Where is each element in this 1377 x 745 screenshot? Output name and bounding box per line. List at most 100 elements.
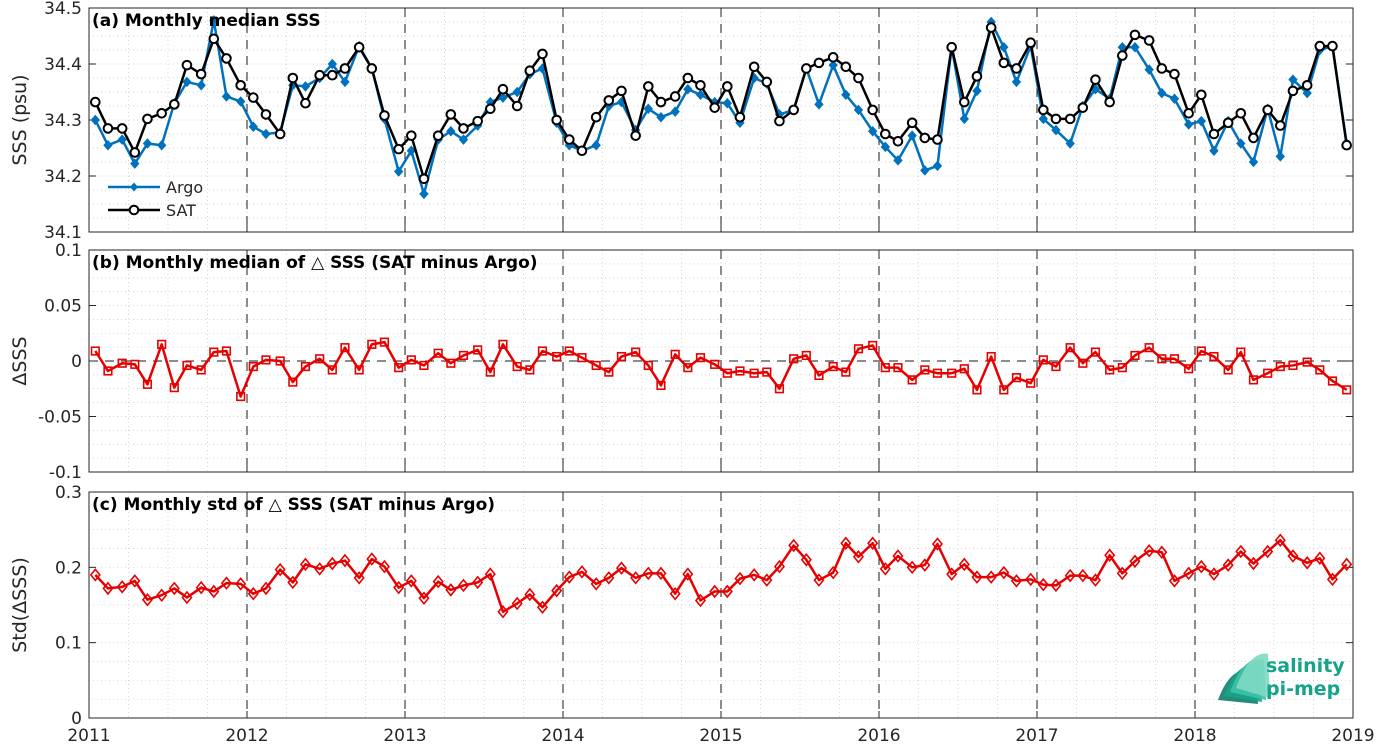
data-point (339, 553, 351, 568)
data-point (998, 57, 1010, 69)
data-point (604, 367, 614, 377)
data-point (985, 22, 997, 33)
data-point (157, 339, 167, 349)
data-point (762, 367, 772, 377)
data-point (261, 128, 271, 140)
data-point (655, 566, 667, 581)
data-point (1183, 566, 1195, 581)
data-point (299, 557, 311, 572)
x-tick-label: 2015 (699, 726, 742, 745)
data-point (947, 368, 957, 378)
data-point (959, 113, 969, 125)
y-tick-label: 0.1 (55, 241, 82, 261)
data-point (394, 166, 404, 177)
data-point (748, 61, 760, 73)
data-point (722, 97, 732, 109)
data-point (1235, 544, 1247, 559)
data-point (1223, 365, 1233, 375)
data-point (1248, 132, 1259, 144)
data-point (103, 366, 113, 376)
data-point (497, 605, 509, 619)
data-point (1169, 93, 1180, 104)
data-point (972, 85, 982, 97)
data-point (102, 123, 114, 134)
data-point (564, 134, 575, 145)
data-point (722, 368, 732, 378)
data-point (669, 586, 681, 601)
data-point (524, 587, 536, 602)
data-point (551, 583, 563, 598)
data-point (1011, 373, 1022, 383)
data-point (670, 349, 680, 359)
data-point (1184, 119, 1194, 130)
data-point (181, 590, 193, 605)
data-point (116, 580, 128, 594)
data-point (828, 361, 838, 372)
data-point (1183, 107, 1194, 119)
data-point (868, 340, 878, 351)
data-point (458, 350, 469, 361)
data-point (472, 575, 484, 590)
data-point (537, 346, 548, 356)
data-point (867, 536, 879, 550)
data-point (959, 96, 970, 108)
data-point (643, 81, 654, 92)
data-point (1326, 572, 1338, 587)
data-point (182, 76, 192, 88)
data-point (814, 99, 824, 110)
data-point (458, 134, 469, 145)
data-point (130, 158, 140, 169)
data-point (220, 576, 232, 590)
axes-box (88, 7, 1354, 233)
y-tick-label: 0.2 (55, 558, 82, 578)
data-point (169, 99, 180, 110)
data-point (709, 584, 721, 599)
data-point (156, 107, 167, 119)
data-point (1078, 358, 1088, 368)
data-point (354, 365, 364, 375)
data-point (419, 188, 429, 200)
data-point (117, 358, 127, 368)
panel-title: (a) Monthly median SSS (92, 11, 321, 31)
data-point (288, 377, 298, 387)
data-point (920, 165, 930, 176)
data-point (1104, 96, 1115, 108)
data-point (552, 351, 562, 362)
data-point (1341, 139, 1352, 151)
data-point (695, 353, 706, 363)
data-point (130, 359, 140, 369)
data-point (1156, 63, 1168, 74)
data-point (932, 368, 943, 378)
data-point (1064, 568, 1076, 583)
data-point (1169, 354, 1180, 364)
legend-label: Argo (166, 178, 203, 197)
panel-title: (b) Monthly median of △ SSS (SAT minus A… (92, 253, 538, 273)
data-point (1196, 346, 1206, 356)
data-point (1327, 40, 1338, 52)
data-point (1302, 87, 1312, 99)
data-point (327, 365, 337, 375)
data-point (695, 89, 706, 101)
data-point (485, 367, 495, 377)
x-tick-label: 2017 (1015, 726, 1058, 745)
data-point (998, 565, 1010, 580)
data-point (1274, 533, 1286, 547)
data-point (827, 565, 839, 580)
data-point (971, 71, 983, 82)
data-point (378, 559, 390, 574)
data-point (1235, 107, 1247, 119)
data-point (840, 536, 852, 550)
data-point (1262, 104, 1273, 116)
data-point (1168, 574, 1180, 588)
logo-wave-icon (1236, 653, 1270, 698)
data-point (129, 147, 141, 158)
data-point (511, 596, 523, 611)
data-point (90, 96, 101, 108)
data-point (958, 557, 970, 572)
y-axis-label: ΔSSS (9, 336, 31, 385)
data-point (261, 355, 271, 365)
data-point (221, 346, 232, 356)
data-point (236, 96, 246, 107)
data-point (1117, 363, 1127, 373)
data-point (1275, 151, 1285, 162)
